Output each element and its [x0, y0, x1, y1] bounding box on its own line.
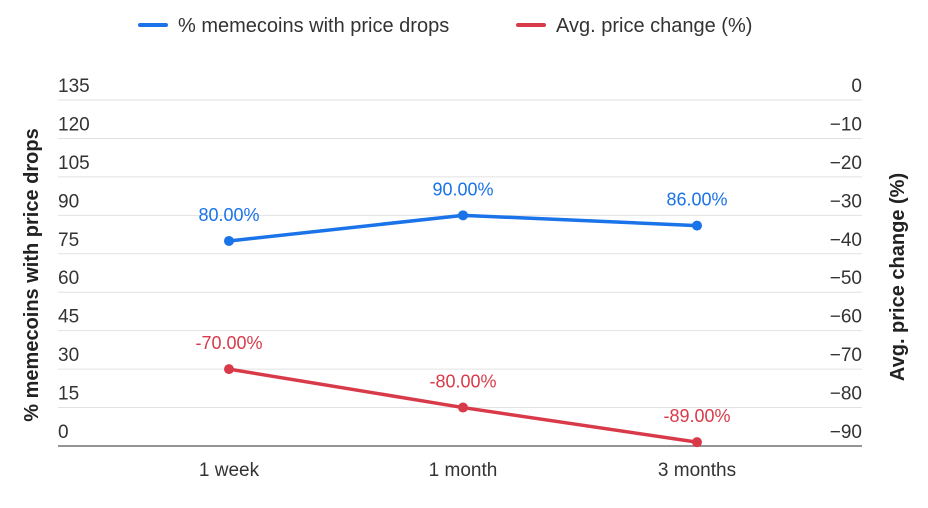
- data-label: 86.00%: [666, 190, 727, 210]
- right-tick-label: −20: [830, 153, 862, 174]
- data-point: [692, 220, 702, 231]
- gridlines: [58, 99, 862, 447]
- left-tick-label: 75: [58, 230, 79, 251]
- legend: % memecoins with price drops Avg. price …: [138, 15, 752, 37]
- data-point: [692, 437, 702, 448]
- data-label: -89.00%: [663, 406, 730, 426]
- left-tick-label: 120: [58, 114, 90, 135]
- right-tick-label: −80: [830, 384, 862, 405]
- left-tick-label: 30: [58, 345, 79, 366]
- right-tick-label: −90: [830, 422, 862, 443]
- left-axis-title: % memecoins with price drops: [21, 128, 43, 421]
- left-tick-label: 15: [58, 384, 79, 405]
- left-tick-label: 135: [58, 76, 90, 97]
- legend-label-series-1: % memecoins with price drops: [178, 15, 449, 37]
- data-point: [458, 210, 468, 221]
- data-label: -80.00%: [429, 372, 496, 392]
- right-axis-title: Avg. price change (%): [887, 173, 909, 381]
- left-tick-label: 45: [58, 307, 79, 328]
- right-tick-label: −70: [830, 345, 862, 366]
- data-label: 80.00%: [198, 205, 259, 225]
- x-tick-label: 1 week: [199, 460, 260, 481]
- x-axis-ticks: 1 week 1 month 3 months: [199, 460, 736, 481]
- right-tick-label: −30: [830, 191, 862, 212]
- data-label: 90.00%: [432, 179, 493, 199]
- legend-label-series-2: Avg. price change (%): [556, 15, 752, 37]
- left-tick-label: 60: [58, 268, 79, 289]
- x-tick-label: 1 month: [429, 460, 498, 481]
- data-point: [458, 402, 468, 413]
- right-tick-label: 0: [851, 76, 862, 97]
- left-axis-ticks: 0 15 30 45 60 75 90 105 120 135: [58, 76, 90, 443]
- right-tick-label: −40: [830, 230, 862, 251]
- left-tick-label: 0: [58, 422, 69, 443]
- right-tick-label: −10: [830, 114, 862, 135]
- right-tick-label: −60: [830, 307, 862, 328]
- series-layer: 80.00% 90.00% 86.00% -70.00% -80.00% -89.00%: [195, 179, 731, 448]
- x-tick-label: 3 months: [658, 460, 736, 481]
- right-axis-ticks: 0 −10 −20 −30 −40 −50 −60 −70 −80 −90: [830, 76, 862, 443]
- left-tick-label: 90: [58, 191, 79, 212]
- data-label: -70.00%: [195, 333, 262, 353]
- left-tick-label: 105: [58, 153, 90, 174]
- data-point: [224, 364, 234, 375]
- right-tick-label: −50: [830, 268, 862, 289]
- data-point: [224, 235, 234, 246]
